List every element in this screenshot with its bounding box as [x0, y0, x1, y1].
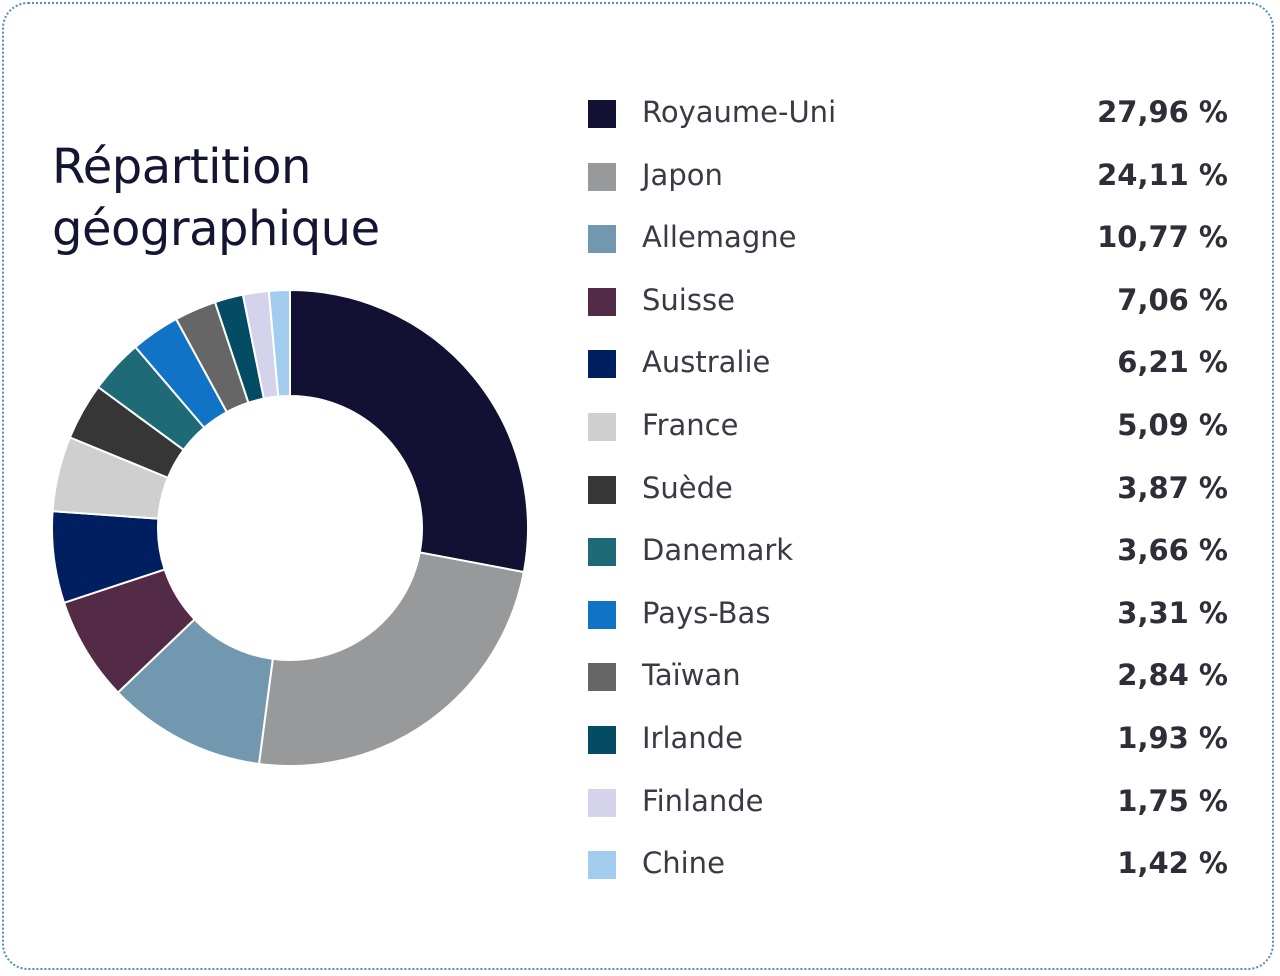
legend-swatch — [588, 475, 616, 504]
legend-item-japon: Japon 24,11 % — [588, 145, 1228, 208]
legend-item-suisse: Suisse 7,06 % — [588, 270, 1228, 333]
legend-swatch — [588, 162, 616, 191]
legend-item-chine: Chine 1,42 % — [588, 833, 1228, 896]
chart-title-line-1: Répartition — [52, 139, 311, 196]
legend-value: 5,09 % — [1117, 407, 1228, 442]
legend-value: 3,87 % — [1117, 470, 1228, 505]
donut-slice-royaume-uni — [289, 288, 529, 574]
legend-item-suede: Suède 3,87 % — [588, 458, 1228, 521]
legend-label: Suède — [642, 470, 733, 505]
legend-swatch — [588, 225, 616, 254]
legend-swatch — [588, 600, 616, 629]
legend-item-royaume-uni: Royaume-Uni 27,96 % — [588, 82, 1228, 145]
legend-label: Chine — [642, 846, 725, 881]
legend-swatch — [588, 100, 616, 128]
legend-value: 7,06 % — [1117, 282, 1228, 317]
legend-label: Taïwan — [642, 658, 741, 693]
legend-item-australie: Australie 6,21 % — [588, 332, 1228, 395]
legend-value: 24,11 % — [1097, 157, 1228, 192]
legend-label: France — [642, 407, 739, 442]
legend-swatch — [588, 538, 616, 567]
legend-value: 27,96 % — [1097, 95, 1228, 129]
legend-swatch — [588, 851, 616, 880]
legend-label: Japon — [642, 157, 723, 192]
legend-item-danemark: Danemark 3,66 % — [588, 520, 1228, 583]
legend-swatch — [588, 287, 616, 316]
legend-label: Allemagne — [642, 220, 797, 255]
legend-swatch — [588, 725, 616, 754]
legend-label: Royaume-Uni — [642, 95, 837, 129]
legend-label: Australie — [642, 345, 771, 380]
donut-chart — [51, 288, 529, 767]
legend-value: 6,21 % — [1117, 345, 1228, 380]
legend-item-france: France 5,09 % — [588, 395, 1228, 458]
legend-label: Danemark — [642, 533, 794, 568]
legend-value: 1,93 % — [1117, 720, 1228, 755]
chart-title: Répartition géographique — [52, 136, 532, 260]
legend-label: Irlande — [642, 720, 743, 755]
legend-swatch — [588, 788, 616, 817]
legend-label: Pays-Bas — [642, 595, 771, 630]
donut-slice-japon — [257, 551, 526, 767]
donut-slice-chine — [267, 288, 291, 398]
legend-value: 3,31 % — [1117, 595, 1228, 630]
legend-value: 3,66 % — [1117, 533, 1228, 568]
legend-swatch — [588, 350, 616, 379]
legend-item-finlande: Finlande 1,75 % — [588, 771, 1228, 834]
legend-value: 1,42 % — [1117, 846, 1228, 881]
legend-label: Suisse — [642, 282, 735, 317]
chart-title-line-2: géographique — [52, 201, 380, 258]
legend-value: 1,75 % — [1117, 783, 1228, 818]
legend-value: 2,84 % — [1117, 658, 1228, 693]
legend-item-allemagne: Allemagne 10,77 % — [588, 207, 1228, 270]
legend-swatch — [588, 412, 616, 441]
legend-value: 10,77 % — [1097, 220, 1228, 255]
legend-item-pays-bas: Pays-Bas 3,31 % — [588, 583, 1228, 646]
legend-item-irlande: Irlande 1,93 % — [588, 708, 1228, 771]
chart-legend: Royaume-Uni 27,96 % Japon 24,11 % Allemagne 1… — [588, 82, 1228, 896]
legend-label: Finlande — [642, 783, 764, 818]
legend-item-taiwan: Taïwan 2,84 % — [588, 645, 1228, 708]
legend-swatch — [588, 663, 616, 692]
